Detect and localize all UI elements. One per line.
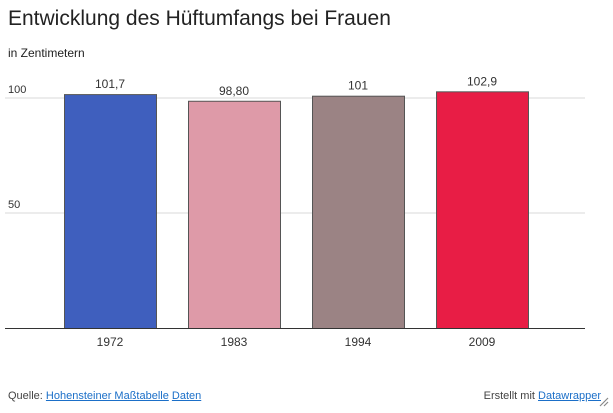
datawrapper-link[interactable]: Datawrapper (538, 390, 601, 402)
x-tick-label: 1983 (221, 335, 248, 349)
x-tick-label: 2009 (469, 335, 496, 349)
resize-icon[interactable] (599, 397, 609, 407)
data-label: 98,80 (219, 84, 249, 98)
bar-1983 (188, 100, 281, 330)
data-label: 102,9 (467, 74, 497, 88)
bar-2009 (436, 91, 529, 329)
x-tick-label: 1972 (97, 335, 124, 349)
chart-title: Entwicklung des Hüftumfangs bei Frauen (8, 7, 391, 30)
data-label: 101 (348, 79, 368, 93)
y-tick-label: 100 (8, 84, 26, 96)
credit-prefix: Erstellt mit (483, 390, 535, 402)
data-label: 101,7 (95, 77, 125, 91)
source-link[interactable]: Hohensteiner Maßtabelle (45, 390, 169, 402)
bar-1994 (312, 95, 405, 329)
chart-subtitle: in Zentimetern (8, 46, 85, 60)
x-tick-label: 1994 (345, 335, 372, 349)
credit-footer: Erstellt mit Datawrapper (484, 390, 601, 402)
bar-1972 (64, 94, 157, 329)
data-link[interactable]: Daten (171, 390, 202, 402)
source-prefix: Quelle: (8, 390, 43, 402)
y-tick-label: 50 (8, 199, 20, 211)
source-footer: Quelle: Hohensteiner Maßtabelle Daten (8, 390, 201, 402)
